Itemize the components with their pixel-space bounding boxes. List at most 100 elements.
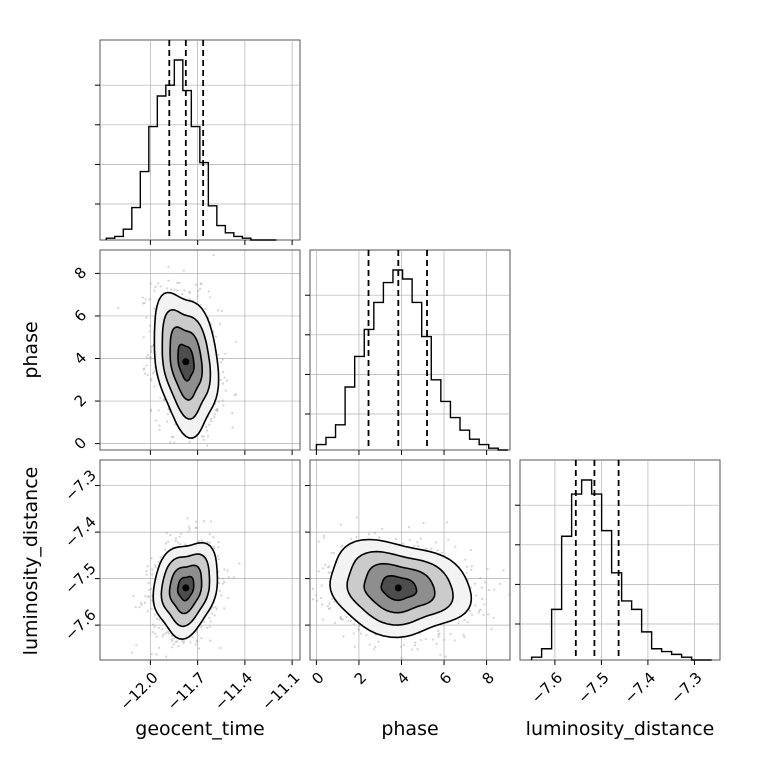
- scatter-point: [154, 613, 157, 616]
- scatter-point: [367, 533, 370, 536]
- scatter-point: [151, 568, 154, 571]
- x-tick-label-geocent-time: −11.1: [258, 669, 303, 714]
- scatter-point: [200, 625, 203, 628]
- scatter-point: [474, 582, 477, 585]
- scatter-point: [205, 426, 208, 429]
- scatter-point: [181, 293, 184, 296]
- scatter-point: [145, 573, 148, 576]
- scatter-point: [216, 409, 219, 413]
- scatter-point: [329, 571, 332, 574]
- scatter-point: [329, 606, 332, 610]
- scatter-point: [141, 296, 144, 299]
- scatter-point: [209, 620, 212, 623]
- scatter-point: [416, 648, 419, 651]
- contour-line: [176, 575, 195, 602]
- scatter-point: [159, 495, 161, 497]
- y-tick-label-phase: 4: [71, 349, 90, 368]
- scatter-point: [146, 595, 150, 598]
- scatter-point: [182, 641, 185, 644]
- scatter-point: [217, 400, 220, 403]
- x-tick-label-geocent-time: −11.4: [211, 669, 256, 714]
- scatter-point: [187, 525, 191, 528]
- scatter-point: [199, 303, 202, 307]
- scatter-point: [327, 571, 330, 574]
- scatter-point: [145, 356, 148, 359]
- scatter-point: [178, 281, 181, 285]
- scatter-point: [284, 570, 286, 572]
- scatter-point: [220, 594, 223, 597]
- scatter-point: [198, 287, 202, 290]
- scatter-point: [154, 285, 157, 288]
- density-peak: [182, 358, 190, 366]
- scatter-point: [172, 637, 175, 640]
- scatter-point: [138, 605, 141, 609]
- scatter-point: [173, 288, 176, 291]
- joint-panel-phase-vs-luminosity-distance: 0 2 4 6 8: [284, 459, 511, 688]
- scatter-point: [153, 632, 157, 635]
- scatter-point: [169, 441, 172, 444]
- scatter-point: [202, 438, 206, 441]
- scatter-point: [422, 521, 425, 525]
- scatter-point: [143, 367, 146, 370]
- x-tick-label-phase: 4: [393, 669, 412, 688]
- scatter-point: [339, 523, 342, 526]
- scatter-point: [216, 408, 219, 411]
- scatter-point: [219, 378, 222, 382]
- scatter-point: [214, 409, 217, 412]
- scatter-point: [158, 646, 161, 649]
- scatter-point: [154, 566, 157, 569]
- scatter-point: [161, 634, 164, 638]
- y-tick-label-phase: 8: [71, 263, 90, 282]
- scatter-point: [149, 356, 152, 359]
- scatter-point: [146, 565, 149, 568]
- scatter-point: [197, 647, 201, 650]
- scatter-point: [212, 253, 215, 257]
- scatter-point: [223, 376, 226, 379]
- scatter-point: [150, 345, 153, 348]
- scatter-point: [296, 558, 298, 560]
- scatter-point: [221, 358, 224, 361]
- scatter-point: [477, 611, 480, 614]
- hist-panel-geocent-time: [95, 39, 301, 245]
- scatter-point: [368, 643, 371, 646]
- scatter-point: [208, 532, 211, 536]
- scatter-point: [202, 520, 206, 523]
- scatter-point: [159, 396, 162, 399]
- scatter-point: [326, 566, 330, 569]
- scatter-point: [135, 644, 138, 647]
- scatter-point: [352, 623, 356, 626]
- xlabel-phase: phase: [381, 718, 438, 740]
- x-tick-label-geocent-time: −12.0: [116, 669, 161, 714]
- scatter-point: [163, 398, 166, 401]
- scatter-point: [449, 632, 452, 636]
- y-tick-label-luminosity-distance: −7.3: [61, 466, 99, 504]
- scatter-point: [188, 528, 191, 531]
- scatter-point: [400, 645, 403, 648]
- scatter-point: [150, 346, 153, 349]
- scatter-point: [436, 549, 439, 552]
- scatter-point: [327, 565, 331, 568]
- scatter-point: [408, 539, 411, 542]
- scatter-point: [342, 635, 345, 638]
- scatter-point: [157, 560, 160, 563]
- scatter-point: [194, 643, 197, 646]
- y-tick-label-phase: 2: [71, 391, 90, 410]
- scatter-point: [183, 289, 186, 292]
- hist-frame: [309, 249, 511, 451]
- scatter-point: [153, 307, 156, 310]
- scatter-point: [470, 613, 474, 616]
- scatter-point: [479, 577, 482, 580]
- scatter-point: [214, 605, 217, 608]
- scatter-point: [197, 540, 200, 543]
- scatter-point: [143, 301, 146, 305]
- scatter-point: [221, 382, 225, 385]
- scatter-point: [176, 281, 179, 284]
- scatter-point: [164, 542, 168, 545]
- scatter-point: [145, 316, 148, 319]
- scatter-point: [213, 547, 216, 550]
- scatter-point: [130, 651, 134, 654]
- scatter-point: [457, 622, 460, 625]
- scatter-point: [469, 548, 473, 552]
- scatter-point: [153, 289, 156, 292]
